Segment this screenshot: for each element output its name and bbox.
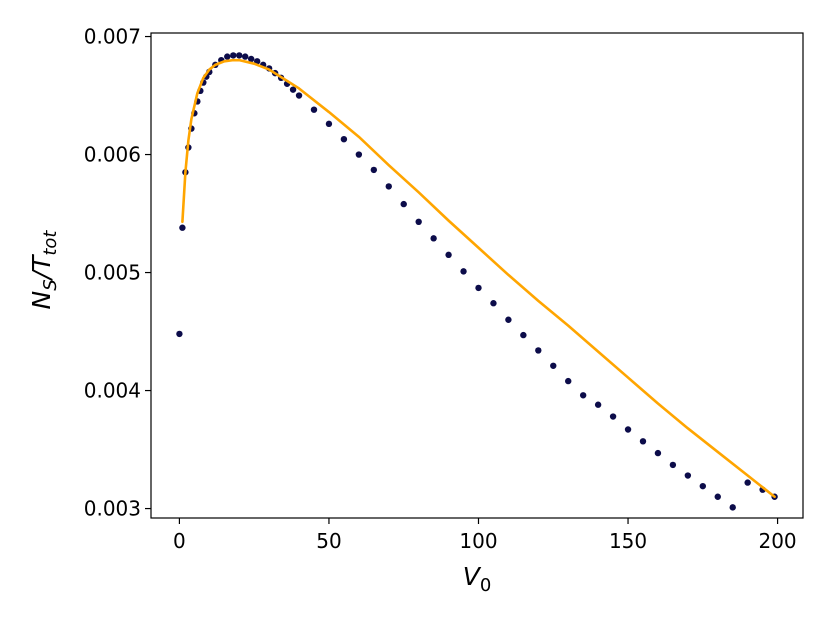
data-point — [639, 438, 647, 445]
data-point — [594, 401, 602, 408]
data-point — [505, 316, 512, 323]
y-axis-ticks: 0.003 0.004 0.005 0.006 0.007 — [84, 25, 151, 521]
x-axis-ticks: 0 50 100 150 200 — [173, 518, 797, 553]
data-point — [400, 200, 407, 208]
y-tick-label: 0.003 — [84, 497, 141, 521]
x-axis-title: V0 — [463, 562, 492, 596]
data-point — [242, 53, 249, 60]
data-point — [179, 224, 186, 231]
data-point — [699, 482, 707, 490]
y-tick-label: 0.006 — [84, 143, 141, 167]
y-axis-title-mid: /T — [27, 254, 56, 281]
y-tick-label: 0.007 — [84, 25, 141, 49]
data-point — [247, 55, 255, 63]
data-point — [355, 151, 363, 158]
y-axis-title-sub2: tot — [40, 230, 61, 256]
data-point — [310, 106, 318, 113]
data-point — [535, 347, 542, 354]
x-tick-label: 200 — [758, 529, 796, 553]
y-tick-label: 0.005 — [84, 261, 141, 285]
data-point — [729, 504, 736, 511]
y-tick-label: 0.004 — [84, 379, 141, 403]
data-point — [340, 136, 348, 143]
data-point — [295, 92, 303, 99]
data-point — [520, 331, 527, 339]
data-point — [236, 52, 243, 59]
data-point — [230, 52, 237, 59]
x-tick-label: 0 — [173, 529, 186, 553]
data-point — [370, 166, 378, 174]
data-point — [654, 449, 662, 457]
data-point — [430, 235, 437, 242]
y-axis-title-sub1: S — [40, 279, 61, 290]
data-point — [669, 461, 677, 469]
data-marks — [176, 52, 778, 511]
plot-background — [151, 33, 803, 518]
data-point — [289, 86, 297, 93]
data-point — [224, 53, 231, 60]
data-point — [550, 362, 557, 369]
data-point — [415, 218, 422, 226]
x-axis-title-main: V — [463, 562, 482, 591]
fit-line — [181, 58, 776, 499]
data-point — [490, 300, 497, 307]
data-point — [744, 479, 751, 486]
data-point — [475, 284, 482, 292]
x-axis-title-sub: 0 — [480, 575, 491, 596]
data-point — [684, 472, 692, 479]
x-tick-label: 50 — [316, 529, 341, 553]
x-tick-label: 150 — [609, 529, 647, 553]
data-point — [445, 251, 452, 259]
data-point — [325, 120, 333, 128]
data-point — [579, 392, 587, 399]
y-axis-title: NS/Ttot — [27, 230, 61, 310]
data-point — [176, 330, 183, 338]
data-point — [385, 183, 392, 190]
plot-frame — [150, 32, 804, 519]
data-point — [714, 493, 721, 500]
data-point — [609, 413, 617, 420]
data-point — [565, 377, 572, 385]
data-point — [624, 426, 632, 433]
y-axis-title-main: N — [27, 290, 56, 309]
data-point — [460, 268, 467, 275]
x-tick-label: 100 — [459, 529, 497, 553]
